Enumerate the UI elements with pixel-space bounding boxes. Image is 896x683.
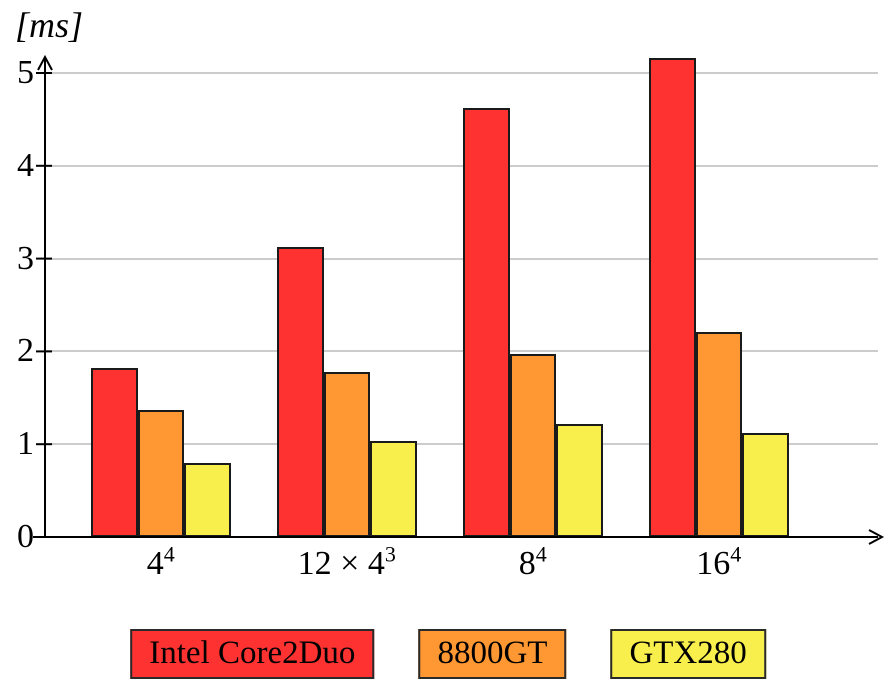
bar-gtx280 [370, 441, 417, 537]
gridline [45, 72, 878, 74]
bar-intel-core2duo [649, 58, 696, 537]
legend-item-8800gt: 8800GT [418, 629, 567, 679]
bar-intel-core2duo [277, 247, 324, 537]
bar-8800gt [323, 371, 370, 537]
x-tick-label: 164 [696, 541, 742, 582]
y-axis-tick-marks [36, 72, 52, 538]
gridline [45, 443, 878, 446]
y-tick-label: 4 [17, 146, 34, 184]
bar-intel-core2duo [463, 108, 510, 537]
bar-intel-core2duo [91, 368, 138, 537]
gridline [45, 257, 878, 260]
y-tick-label: 2 [17, 332, 34, 370]
y-tick-label: 1 [17, 425, 34, 463]
gridline [45, 164, 878, 167]
y-tick-label: 0 [17, 518, 34, 555]
x-tick-label: 84 [518, 541, 547, 582]
y-tick-label: 3 [17, 239, 34, 277]
legend: Intel Core2Duo 8800GT GTX280 [130, 629, 766, 679]
legend-item-intel-core2duo: Intel Core2Duo [130, 629, 375, 679]
bar-8800gt [137, 409, 184, 537]
y-axis-unit-label: [ms] [15, 5, 84, 45]
y-tick-label: 5 [17, 54, 34, 91]
bar-8800gt [509, 354, 556, 537]
bar-8800gt [695, 331, 742, 537]
legend-item-gtx280: GTX280 [610, 629, 766, 679]
y-axis-arrow-icon [37, 54, 53, 71]
gridline [45, 350, 878, 353]
bar-gtx280 [742, 433, 789, 537]
x-tick-label: 44 [146, 541, 175, 582]
bar-gtx280 [184, 462, 231, 537]
x-tick-label: 12 × 43 [297, 541, 396, 582]
bar-gtx280 [556, 423, 603, 537]
x-axis-arrow-icon [868, 529, 885, 545]
